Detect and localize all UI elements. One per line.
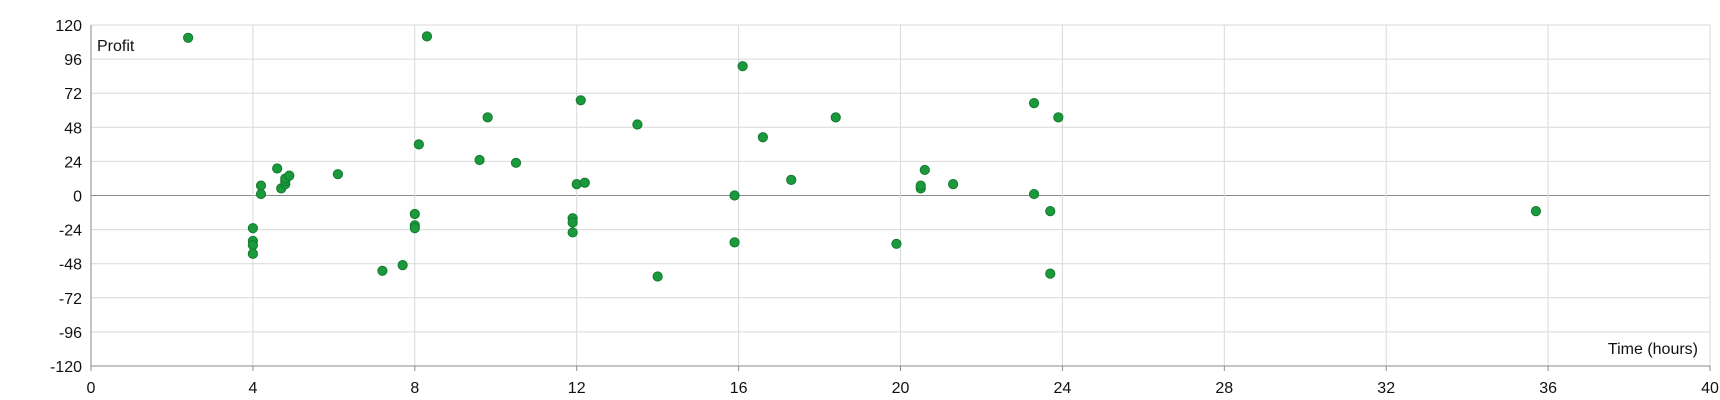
y-tick-label: -24 <box>59 223 82 240</box>
y-tick-label: -96 <box>59 325 82 342</box>
data-point <box>830 112 841 123</box>
data-point <box>284 170 295 181</box>
data-point <box>377 265 388 276</box>
data-point <box>1045 206 1056 217</box>
data-point <box>272 163 283 174</box>
y-tick-label: 24 <box>64 154 82 171</box>
data-point <box>729 190 740 201</box>
y-tick-label: -48 <box>59 257 82 274</box>
x-tick-label: 36 <box>1539 380 1557 397</box>
data-point <box>1053 112 1064 123</box>
data-point <box>247 223 258 234</box>
data-point <box>409 223 420 234</box>
points-layer <box>183 31 1542 282</box>
data-point <box>421 31 433 42</box>
x-tick-label: 16 <box>730 380 748 397</box>
data-point <box>1045 268 1056 279</box>
data-point <box>413 139 424 150</box>
data-point <box>482 112 493 123</box>
x-tick-label: 4 <box>248 380 257 397</box>
data-point <box>891 238 902 249</box>
y-tick-label: 0 <box>73 189 82 206</box>
data-point <box>632 119 643 130</box>
x-tick-label: 20 <box>892 380 910 397</box>
x-tick-label: 32 <box>1377 380 1395 397</box>
data-point <box>409 208 420 220</box>
data-point <box>915 180 926 191</box>
data-point <box>579 177 590 188</box>
data-point <box>786 174 797 185</box>
data-point <box>397 260 408 271</box>
data-point <box>1028 188 1040 200</box>
data-point <box>247 248 258 259</box>
x-tick-label: 28 <box>1215 380 1233 397</box>
data-point <box>948 179 959 190</box>
data-point <box>255 188 267 200</box>
x-axis-label: Time (hours) <box>1608 341 1698 358</box>
x-tick-label: 40 <box>1701 380 1719 397</box>
data-point <box>255 180 267 191</box>
y-tick-label: 48 <box>64 120 82 137</box>
x-tick-label: 12 <box>568 380 586 397</box>
data-point <box>510 157 522 168</box>
x-tick-label: 24 <box>1054 380 1072 397</box>
x-tick-label: 0 <box>87 380 96 397</box>
grid-layer <box>90 24 1711 367</box>
data-point <box>919 164 930 176</box>
y-tick-label: 96 <box>64 52 82 69</box>
data-point <box>332 169 343 180</box>
y-tick-label: 120 <box>55 18 82 35</box>
x-tick-label: 8 <box>410 380 419 397</box>
data-point <box>247 240 258 251</box>
y-tick-label: -72 <box>59 291 82 308</box>
data-point <box>652 271 663 282</box>
data-point <box>567 227 578 238</box>
y-tick-label: -120 <box>50 359 82 376</box>
data-point <box>1530 206 1542 217</box>
y-tick-label: 72 <box>64 86 82 103</box>
y-axis-label: Profit <box>97 38 135 55</box>
data-point <box>737 61 748 72</box>
data-point <box>567 217 578 228</box>
data-point <box>575 95 586 106</box>
data-point <box>757 132 768 143</box>
data-point <box>183 32 194 43</box>
data-point <box>474 154 485 166</box>
data-point <box>729 237 740 248</box>
data-point <box>1028 98 1040 109</box>
